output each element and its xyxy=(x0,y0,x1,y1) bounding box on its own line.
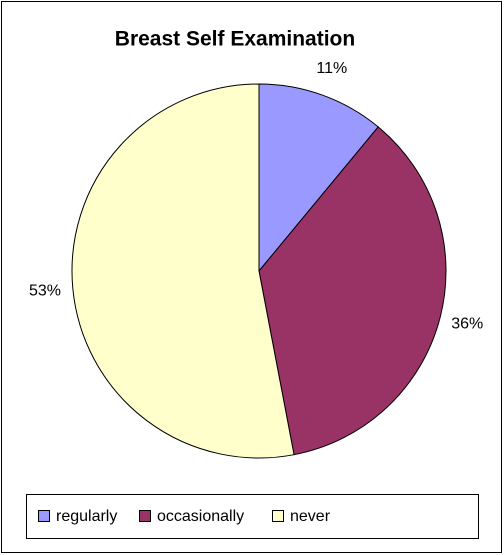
legend-swatch xyxy=(38,510,50,522)
legend-label: regularly xyxy=(56,508,117,525)
data-label: 53% xyxy=(29,282,61,299)
pie-slice xyxy=(71,83,295,459)
chart-title: Breast Self Examination xyxy=(115,28,355,51)
data-label: 11% xyxy=(316,60,347,77)
data-label: 36% xyxy=(451,316,483,333)
legend-swatch xyxy=(139,510,151,522)
pie-slice xyxy=(258,83,379,273)
pie-slice xyxy=(258,126,447,456)
legend-label: never xyxy=(290,508,331,525)
legend-label: occasionally xyxy=(157,508,244,525)
legend-swatch xyxy=(272,510,284,522)
legend-box xyxy=(26,494,479,539)
